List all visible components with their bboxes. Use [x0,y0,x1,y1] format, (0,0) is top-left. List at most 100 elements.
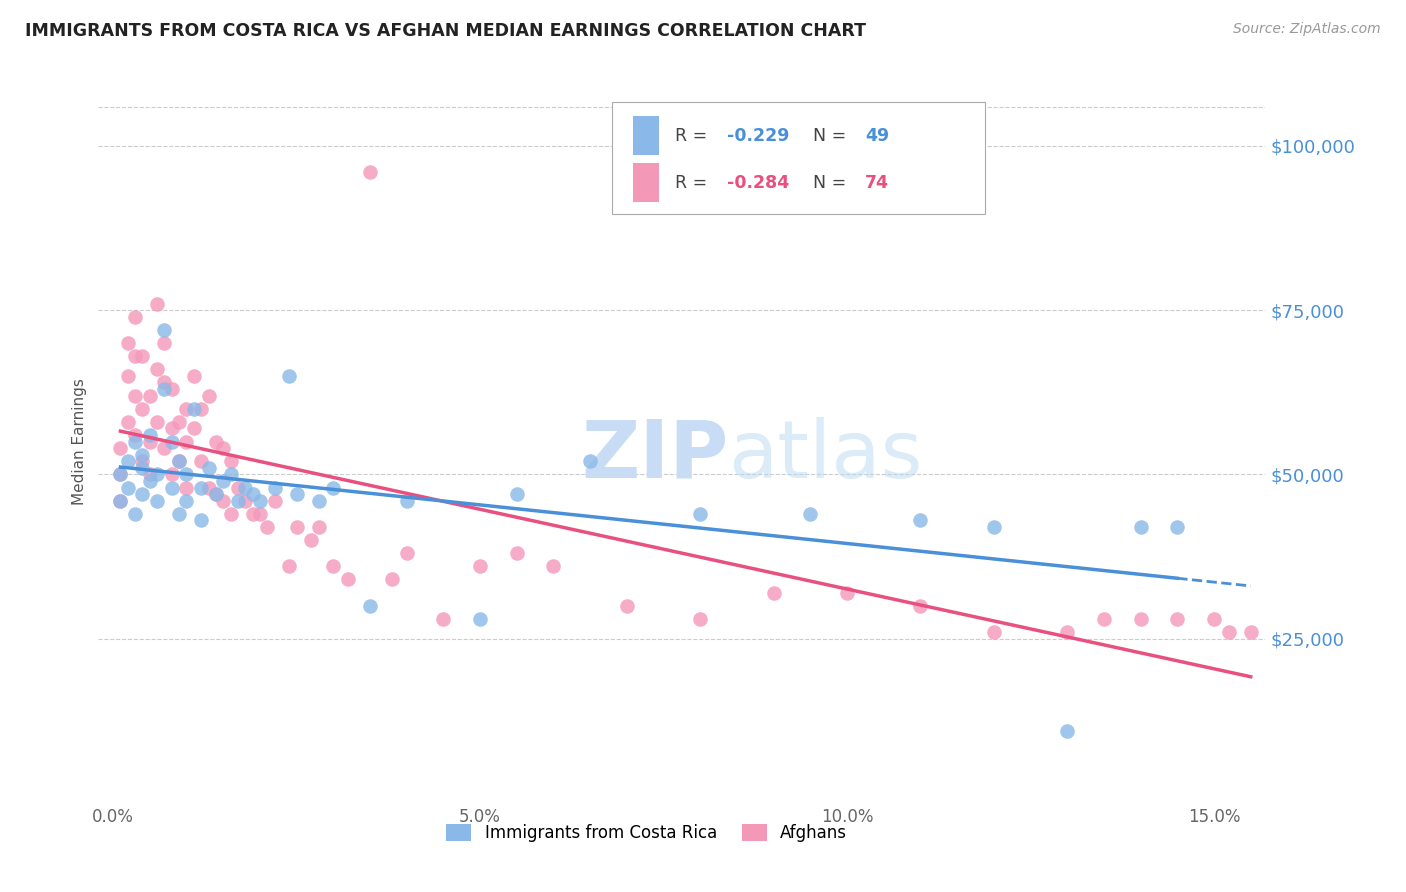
Point [124,388,146,402]
Point [226,493,249,508]
Point [1240,625,1263,640]
Point [233,493,256,508]
Point [117,336,139,351]
Point [278,559,301,574]
Point [506,546,529,560]
Point [190,454,212,468]
Point [110,493,132,508]
Point [468,612,491,626]
FancyBboxPatch shape [633,116,658,155]
Point [249,493,271,508]
Point [242,487,264,501]
Text: -0.284: -0.284 [727,174,790,192]
Point [1129,612,1152,626]
Point [212,441,235,455]
FancyBboxPatch shape [633,163,658,202]
Point [124,428,146,442]
Point [167,454,190,468]
Point [336,573,359,587]
Point [183,401,205,416]
Point [308,520,330,534]
Point [131,454,153,468]
Legend: Immigrants from Costa Rica, Afghans: Immigrants from Costa Rica, Afghans [440,817,853,848]
Point [299,533,322,547]
Point [212,493,235,508]
Point [146,415,169,429]
Text: N =: N = [813,127,852,145]
Point [322,481,344,495]
Point [146,467,169,482]
Text: Source: ZipAtlas.com: Source: ZipAtlas.com [1233,22,1381,37]
Point [110,467,132,482]
Point [160,382,183,396]
Point [153,441,176,455]
Point [167,454,190,468]
Point [242,507,264,521]
Point [160,434,183,449]
Point [146,362,169,376]
Point [543,559,565,574]
Point [910,513,932,527]
Point [395,546,418,560]
Point [219,454,242,468]
Point [205,487,228,501]
Point [110,493,132,508]
Point [1202,612,1225,626]
Point [233,481,256,495]
Point [167,507,190,521]
Point [1218,625,1240,640]
Point [1092,612,1115,626]
Point [167,415,190,429]
Point [910,599,932,613]
Text: 49: 49 [865,127,889,145]
Point [359,599,381,613]
Point [131,487,153,501]
Point [256,520,278,534]
Point [1129,520,1152,534]
Point [983,625,1005,640]
Point [285,520,308,534]
Text: IMMIGRANTS FROM COSTA RICA VS AFGHAN MEDIAN EARNINGS CORRELATION CHART: IMMIGRANTS FROM COSTA RICA VS AFGHAN MED… [25,22,866,40]
Point [190,513,212,527]
Point [432,612,454,626]
Point [197,460,219,475]
Point [762,585,785,599]
Point [160,467,183,482]
Point [176,434,198,449]
Point [139,428,162,442]
Point [219,507,242,521]
Point [176,481,198,495]
Point [153,336,176,351]
Point [110,441,132,455]
Point [689,507,711,521]
Point [616,599,638,613]
Point [160,421,183,435]
Point [146,493,169,508]
Point [506,487,529,501]
Point [190,481,212,495]
Point [117,454,139,468]
Text: atlas: atlas [728,417,922,495]
Point [1166,520,1188,534]
Y-axis label: Median Earnings: Median Earnings [72,378,87,505]
Point [205,487,228,501]
Point [197,388,219,402]
Text: -0.229: -0.229 [727,127,790,145]
Point [1056,723,1078,738]
Point [1166,612,1188,626]
Point [308,493,330,508]
Point [117,481,139,495]
Point [278,368,301,383]
Point [139,474,162,488]
Point [799,507,821,521]
Point [110,467,132,482]
Point [183,368,205,383]
Point [205,434,228,449]
Point [249,507,271,521]
Point [835,585,858,599]
Point [359,165,381,179]
Point [139,467,162,482]
Point [124,434,146,449]
Text: R =: R = [675,127,713,145]
Point [139,434,162,449]
